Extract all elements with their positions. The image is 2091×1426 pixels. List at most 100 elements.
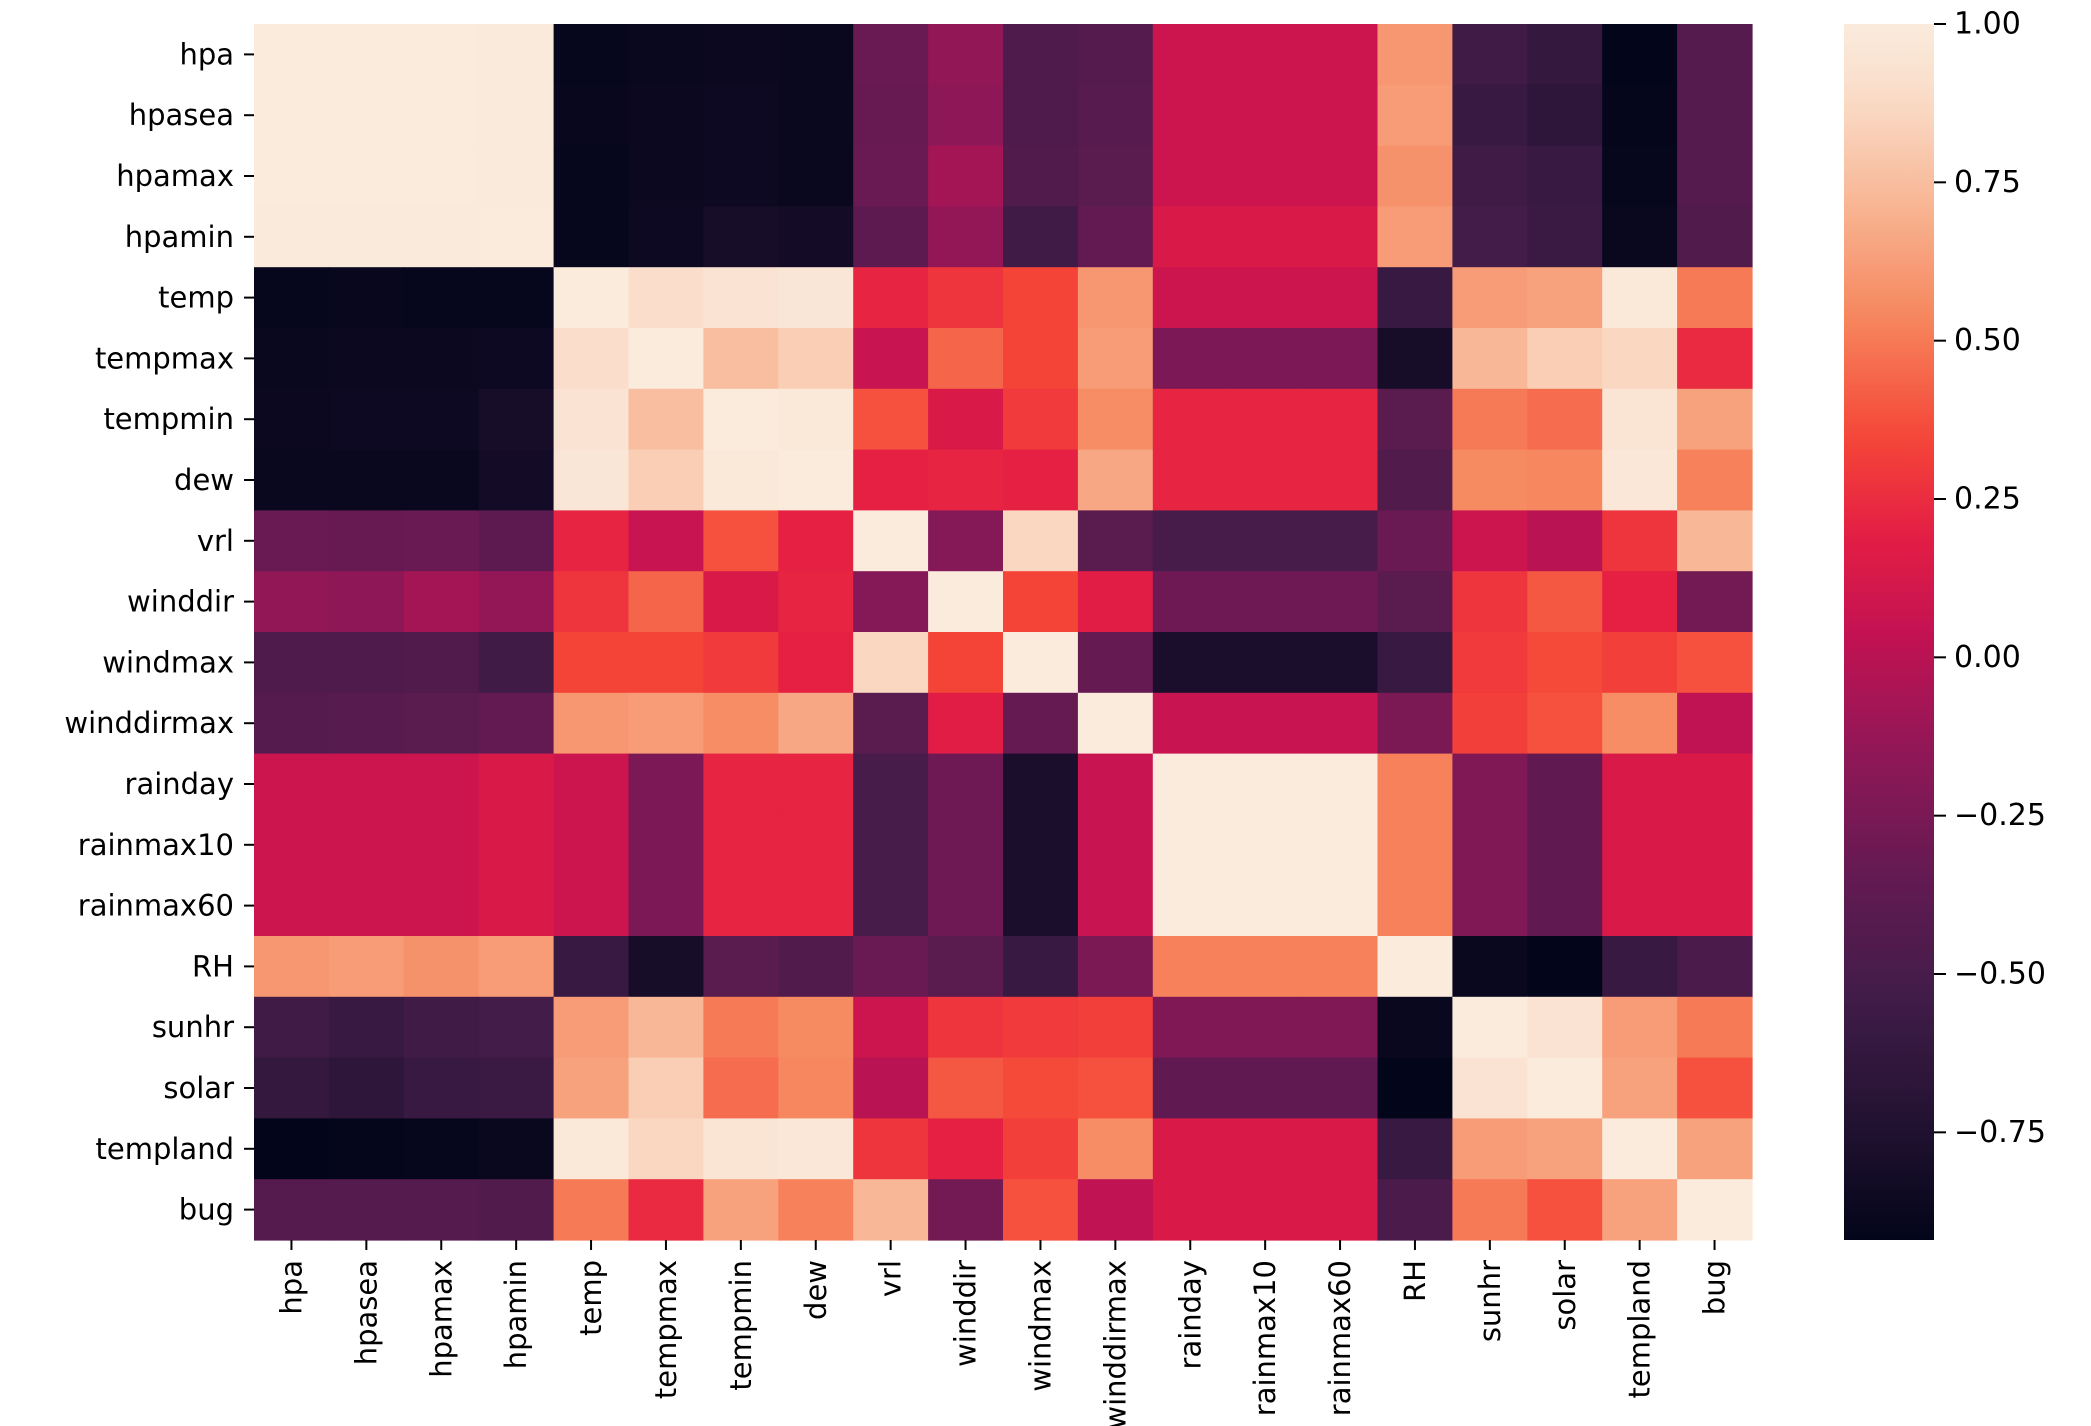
heatmap-cell-dew-hpamax [403,449,480,511]
column-label-rainday: rainday [1173,1260,1207,1369]
heatmap-cell-bug-tempmin [703,1179,779,1241]
heatmap-cell-hpamax-tempmin [703,145,779,207]
heatmap-cell-tempmin-solar [1527,388,1603,451]
heatmap-cell-RH-sunhr [1452,936,1528,998]
heatmap-cell-bug-RH [1377,1179,1453,1241]
row-label-tempmin: tempmin [103,402,234,436]
heatmap-cell-hpamax-bug [1677,145,1753,207]
heatmap-cell-bug-hpamax [403,1179,480,1241]
heatmap-cell-rainday-rainday [1152,753,1229,815]
heatmap-cell-winddir-windmax [1003,571,1079,633]
heatmap-cell-dew-windmax [1003,449,1079,511]
heatmap-cell-rainmax10-winddir [928,814,1004,876]
heatmap-cell-temp-temp [553,267,630,329]
heatmap-cell-sunhr-hpa [254,996,330,1059]
heatmap-cell-rainmax60-bug [1677,875,1753,937]
heatmap-cell-winddir-templand [1602,571,1678,633]
heatmap-cell-hpasea-temp [553,84,630,147]
heatmap-cell-sunhr-sunhr [1452,996,1528,1059]
heatmap-cell-winddirmax-vrl [853,692,929,755]
row-label-winddir: winddir [127,585,234,619]
heatmap-cell-hpamin-temp [553,206,630,268]
colorbar-tick-label: −0.75 [1954,1115,2046,1150]
heatmap-cell-RH-templand [1602,936,1678,998]
heatmap-cell-rainday-tempmax [628,753,704,815]
heatmap-cell-winddir-winddir [928,571,1004,633]
heatmap-cell-winddir-tempmax [628,571,704,633]
heatmap-cell-vrl-vrl [853,510,929,572]
heatmap-cell-temp-hpasea [328,267,405,329]
heatmap-cell-dew-sunhr [1452,449,1528,511]
heatmap-cell-RH-solar [1527,936,1603,998]
heatmap-cell-vrl-winddirmax [1077,510,1154,572]
heatmap-cell-hpa-hpa [254,24,330,86]
heatmap-cell-hpamax-winddirmax [1077,145,1154,207]
column-label-tempmax: tempmax [649,1260,683,1399]
heatmap-cell-hpasea-dew [778,84,854,147]
row-label-bug: bug [179,1193,234,1227]
heatmap-cell-vrl-rainmax10 [1227,510,1304,572]
heatmap-cell-windmax-bug [1677,632,1753,694]
row-label-temp: temp [158,281,234,315]
heatmap-cell-hpa-tempmin [703,24,779,86]
heatmap-cell-bug-winddir [928,1179,1004,1241]
heatmap-cell-RH-tempmin [703,936,779,998]
heatmap-cell-tempmin-templand [1602,388,1678,451]
heatmap-cell-winddir-RH [1377,571,1453,633]
heatmap-cell-rainmax10-tempmax [628,814,704,876]
heatmap-cell-vrl-RH [1377,510,1453,572]
heatmap-cell-tempmin-bug [1677,388,1753,451]
heatmap-cell-rainmax60-tempmax [628,875,704,937]
heatmap-cell-tempmin-vrl [853,388,929,451]
heatmap-cell-hpa-hpasea [328,24,405,86]
heatmap-cell-sunhr-tempmin [703,996,779,1059]
heatmap-cell-templand-sunhr [1452,1118,1528,1180]
heatmap-cell-rainmax60-dew [778,875,854,937]
heatmap-cell-tempmax-hpa [254,328,330,390]
heatmap-cell-windmax-sunhr [1452,632,1528,694]
heatmap-cell-hpasea-hpamax [403,84,480,147]
column-tick-labels: hpa hpasea hpamax hpamin temp tempmax tempmin d… [274,1240,1732,1426]
heatmap-cell-hpamin-rainmax60 [1302,206,1379,268]
colorbar-tick-label: 0.75 [1954,165,2021,200]
heatmap-cell-windmax-rainday [1152,632,1229,694]
heatmap-cell-rainday-winddirmax [1077,753,1154,815]
heatmap-cell-templand-winddir [928,1118,1004,1180]
heatmap-cell-dew-vrl [853,449,929,511]
heatmap-cell-tempmax-hpamin [478,328,555,390]
heatmap-cell-RH-dew [778,936,854,998]
heatmap-cell-winddir-winddirmax [1077,571,1154,633]
heatmap-cell-solar-tempmax [628,1057,704,1119]
heatmap-cell-templand-templand [1602,1118,1678,1180]
heatmap-cell-vrl-temp [553,510,630,572]
heatmap-cell-winddirmax-dew [778,692,854,755]
column-label-sunhr: sunhr [1473,1260,1507,1342]
heatmap-cell-sunhr-dew [778,996,854,1059]
heatmap-cell-hpa-rainmax60 [1302,24,1379,86]
heatmap-cell-rainday-bug [1677,753,1753,815]
heatmap-cell-tempmin-temp [553,388,630,451]
heatmap-cell-temp-dew [778,267,854,329]
heatmap-cell-solar-solar [1527,1057,1603,1119]
heatmap-cell-dew-hpasea [328,449,405,511]
heatmap-cell-tempmin-winddir [928,388,1004,451]
heatmap-cell-rainday-rainmax10 [1227,753,1304,815]
heatmap-cell-winddirmax-rainmax10 [1227,692,1304,755]
heatmap-cell-winddir-vrl [853,571,929,633]
heatmap-cell-RH-vrl [853,936,929,998]
heatmap-cell-tempmin-rainmax10 [1227,388,1304,451]
heatmap-cell-solar-hpamin [478,1057,555,1119]
heatmap-cell-RH-bug [1677,936,1753,998]
heatmap-cell-sunhr-hpamax [403,996,480,1059]
heatmap-cell-sunhr-solar [1527,996,1603,1059]
column-label-winddir: winddir [949,1260,983,1367]
heatmap-cell-tempmax-vrl [853,328,929,390]
heatmap-cell-tempmax-dew [778,328,854,390]
heatmap-cell-vrl-tempmin [703,510,779,572]
heatmap-cell-windmax-hpamax [403,632,480,694]
heatmap-cell-hpamin-windmax [1003,206,1079,268]
heatmap-cell-winddirmax-sunhr [1452,692,1528,755]
heatmap-cell-tempmax-winddir [928,328,1004,390]
column-label-hpasea: hpasea [349,1260,383,1365]
heatmap-cell-hpa-sunhr [1452,24,1528,86]
